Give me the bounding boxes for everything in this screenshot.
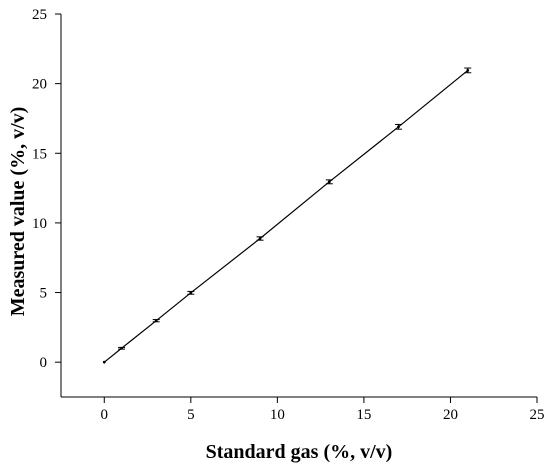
data-point [102,360,106,364]
data-point [258,237,262,240]
y-tick-label: 5 [40,286,48,302]
y-tick-label: 15 [32,146,47,162]
x-tick-label: 25 [530,407,545,423]
y-ticks: 0 5 10 15 20 25 [32,7,61,371]
data-point [189,291,193,295]
data-point [466,69,470,72]
y-axis-title: Measured value (%, v/v) [7,107,29,317]
series-line [103,69,469,363]
x-ticks: 0 5 10 15 20 25 [101,397,545,423]
data-point [327,180,331,184]
data-point [120,346,123,350]
data-point [397,125,400,129]
x-tick-label: 10 [270,407,285,423]
y-tick-label: 25 [32,7,47,23]
axes: 0 5 10 15 20 25 0 5 10 15 20 25 [32,7,545,423]
x-tick-label: 5 [187,407,195,423]
y-tick-label: 20 [32,77,47,93]
x-tick-label: 0 [101,407,109,423]
x-tick-label: 15 [356,407,371,423]
data-point [154,319,158,323]
y-tick-label: 0 [40,355,48,371]
plot-area [102,67,472,364]
y-tick-label: 10 [32,216,47,232]
x-tick-label: 20 [443,407,458,423]
x-axis-title: Standard gas (%, v/v) [206,441,393,463]
